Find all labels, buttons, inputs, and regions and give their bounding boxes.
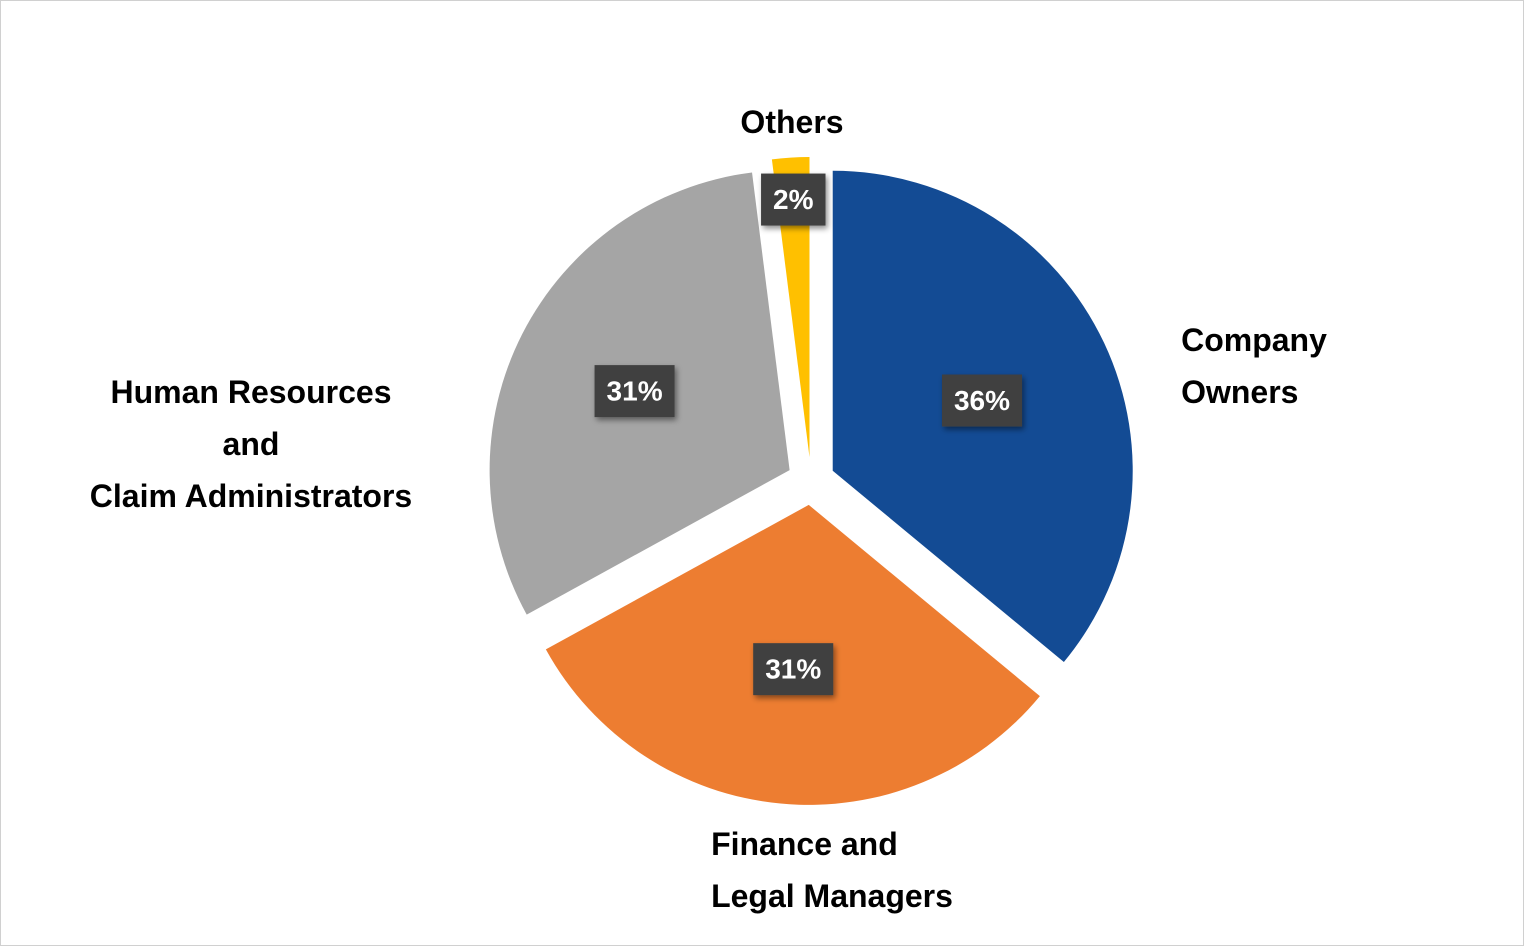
- data-label-text: 36%: [954, 385, 1010, 416]
- data-label-box: [753, 643, 834, 696]
- data-label: 31%: [594, 365, 675, 418]
- data-label: 36%: [941, 374, 1023, 427]
- pie-slice: [771, 157, 810, 458]
- category-label: Finance and Legal Managers: [711, 826, 953, 914]
- data-label: 31%: [753, 643, 834, 696]
- data-label-box: [941, 374, 1023, 427]
- data-label-text: 2%: [773, 184, 814, 215]
- data-label-box: [761, 173, 826, 226]
- data-label-box: [594, 365, 675, 418]
- category-label: Human Resources and Claim Administrators: [89, 374, 413, 514]
- data-label: 2%: [761, 173, 826, 226]
- data-label-text: 31%: [765, 654, 821, 685]
- category-label: Company Owners: [1181, 322, 1327, 410]
- category-label: Others: [740, 104, 844, 140]
- data-label-text: 31%: [607, 376, 663, 407]
